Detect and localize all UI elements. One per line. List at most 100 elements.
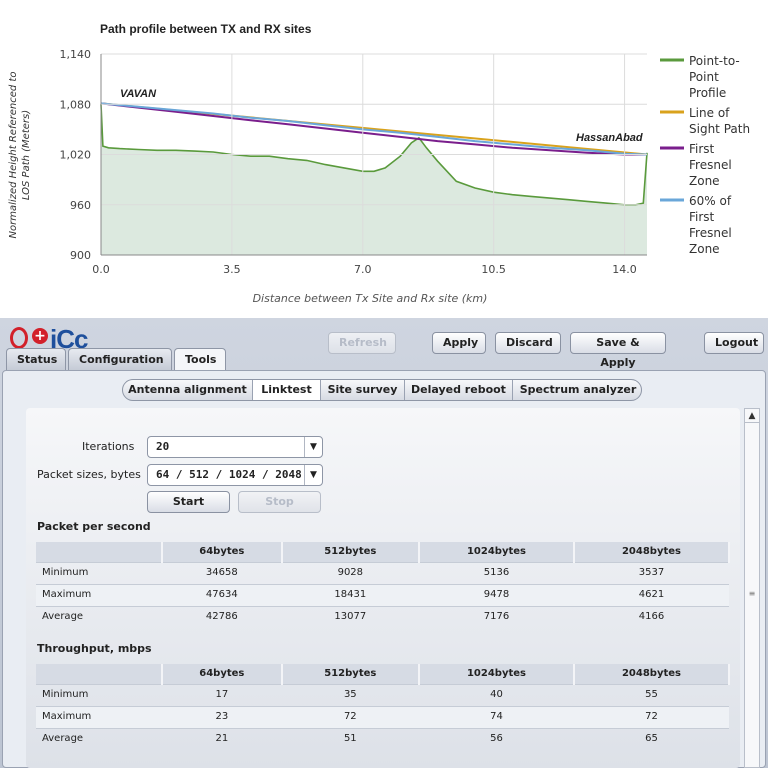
table-header-row: 64bytes 512bytes 1024bytes 2048bytes [36, 664, 731, 684]
series-line-0 [100, 104, 648, 206]
table-cell: 40 [418, 683, 574, 706]
table-cell: 3537 [573, 561, 729, 584]
column-header: 1024bytes [418, 664, 575, 684]
legend-label: Zone [689, 174, 720, 188]
series-line-2 [100, 102, 647, 156]
y-tick-label: 960 [70, 199, 91, 212]
subtab-delayed-reboot[interactable]: Delayed reboot [405, 380, 513, 400]
subtab-site-survey[interactable]: Site survey [321, 380, 405, 400]
legend-label: Point-to- [689, 54, 740, 68]
table-cell: Maximum [36, 583, 162, 606]
table-cell: 65 [573, 727, 729, 750]
terrain-area-fill [101, 104, 647, 255]
table-cell: 23 [162, 705, 282, 728]
chevron-down-icon[interactable]: ▼ [304, 465, 322, 485]
table-header-row: 64bytes 512bytes 1024bytes 2048bytes [36, 542, 731, 562]
subtab-spectrum-analyzer[interactable]: Spectrum analyzer [519, 383, 637, 396]
table-cell: 72 [281, 705, 419, 728]
table-cell: Minimum [36, 561, 162, 584]
chevron-down-icon[interactable]: ▼ [304, 437, 322, 457]
discard-button[interactable]: Discard [495, 332, 561, 354]
x-tick-label: 10.5 [481, 263, 506, 276]
start-button[interactable]: Start [147, 491, 230, 513]
subtab-linktest[interactable]: Linktest [253, 380, 321, 400]
column-header: 512bytes [281, 664, 420, 684]
legend-label: Zone [689, 242, 720, 256]
legend-label: 60% of [689, 194, 732, 208]
tab-configuration[interactable]: Configuration [68, 348, 172, 370]
logo-plus-icon: + [32, 328, 48, 344]
table-cell: 4166 [573, 605, 729, 628]
table-cell: 42786 [162, 605, 282, 628]
table-row: Minimum 17 35 40 55 [36, 683, 729, 706]
table-cell: 9478 [418, 583, 574, 606]
y-tick-label: 1,080 [60, 98, 92, 111]
table-cell: 51 [281, 727, 419, 750]
series-line-3 [100, 102, 648, 156]
chart-title: Path profile between TX and RX sites [100, 22, 312, 36]
table-row: Maximum 23 72 74 72 [36, 705, 729, 728]
tools-subtabs: Antenna alignment Linktest Site survey D… [122, 379, 642, 401]
logout-button[interactable]: Logout [704, 332, 764, 354]
table-row: Average 42786 13077 7176 4166 [36, 605, 729, 628]
table-cell: Maximum [36, 705, 162, 728]
annotation-vavan: VAVAN [120, 88, 157, 100]
iterations-select[interactable]: 20 ▼ [147, 436, 323, 458]
annotation-hassanabad: HassanAbad [576, 132, 643, 144]
x-tick-label: 0.0 [92, 263, 110, 276]
packet-sizes-select[interactable]: 64 / 512 / 1024 / 2048 ▼ [147, 464, 323, 486]
iterations-value: 20 [156, 440, 170, 453]
vertical-scrollbar[interactable]: ▲ ≡ [744, 408, 760, 768]
column-header [36, 542, 163, 562]
legend-label: Line of [689, 106, 730, 120]
table-cell: Average [36, 727, 162, 750]
subtab-antenna-alignment[interactable]: Antenna alignment [123, 380, 253, 400]
table-cell: 4621 [573, 583, 729, 606]
legend-label: Fresnel [689, 158, 732, 172]
refresh-button[interactable]: Refresh [328, 332, 396, 354]
column-header: 2048bytes [573, 542, 731, 562]
table-cell: 18431 [281, 583, 419, 606]
packet-sizes-value: 64 / 512 / 1024 / 2048 [156, 468, 302, 481]
logo-ring-icon [10, 327, 28, 349]
y-axis-label: Normalized Height Referenced to LOS Path… [8, 72, 32, 239]
table-cell: 55 [573, 683, 729, 706]
y-axis-label-line-2: LOS Path (Meters) [21, 110, 32, 200]
y-tick-label: 1,020 [60, 149, 92, 162]
legend-label: First [689, 142, 715, 156]
column-header: 1024bytes [418, 542, 575, 562]
scroll-up-arrow-icon[interactable]: ▲ [745, 409, 759, 423]
scroll-grip-icon[interactable]: ≡ [748, 589, 756, 598]
chart-svg: Path profile between TX and RX sites 0.0… [8, 22, 750, 305]
table-cell: Minimum [36, 683, 162, 706]
table-cell: 13077 [281, 605, 419, 628]
x-tick-label: 3.5 [223, 263, 241, 276]
y-tick-label: 1,140 [60, 48, 92, 61]
column-header: 512bytes [281, 542, 420, 562]
iterations-label: Iterations [82, 440, 135, 453]
legend-label: Sight Path [689, 122, 750, 136]
legend-label: Profile [689, 86, 726, 100]
table-cell: 47634 [162, 583, 282, 606]
stop-button[interactable]: Stop [238, 491, 321, 513]
legend-label: Fresnel [689, 226, 732, 240]
table-cell: 35 [281, 683, 419, 706]
apply-button[interactable]: Apply [432, 332, 486, 354]
table-cell: 9028 [281, 561, 419, 584]
x-tick-label: 7.0 [354, 263, 372, 276]
pps-section-title: Packet per second [37, 520, 151, 533]
throughput-section-title: Throughput, mbps [37, 642, 152, 655]
tab-tools[interactable]: Tools [174, 348, 226, 372]
plot-area [100, 102, 648, 255]
column-header: 2048bytes [573, 664, 731, 684]
table-cell: 74 [418, 705, 574, 728]
y-axis-label-line-1: Normalized Height Referenced to [8, 72, 19, 239]
table-row: Maximum 47634 18431 9478 4621 [36, 583, 729, 606]
table-cell: 7176 [418, 605, 574, 628]
tab-status[interactable]: Status [6, 348, 66, 370]
axes: 0.0 3.5 7.0 10.5 14.0 1,140 1,080 1,020 960 900 [60, 48, 647, 276]
column-header: 64bytes [162, 542, 283, 562]
save-apply-button[interactable]: Save & Apply [570, 332, 666, 369]
table-cell: 56 [418, 727, 574, 750]
